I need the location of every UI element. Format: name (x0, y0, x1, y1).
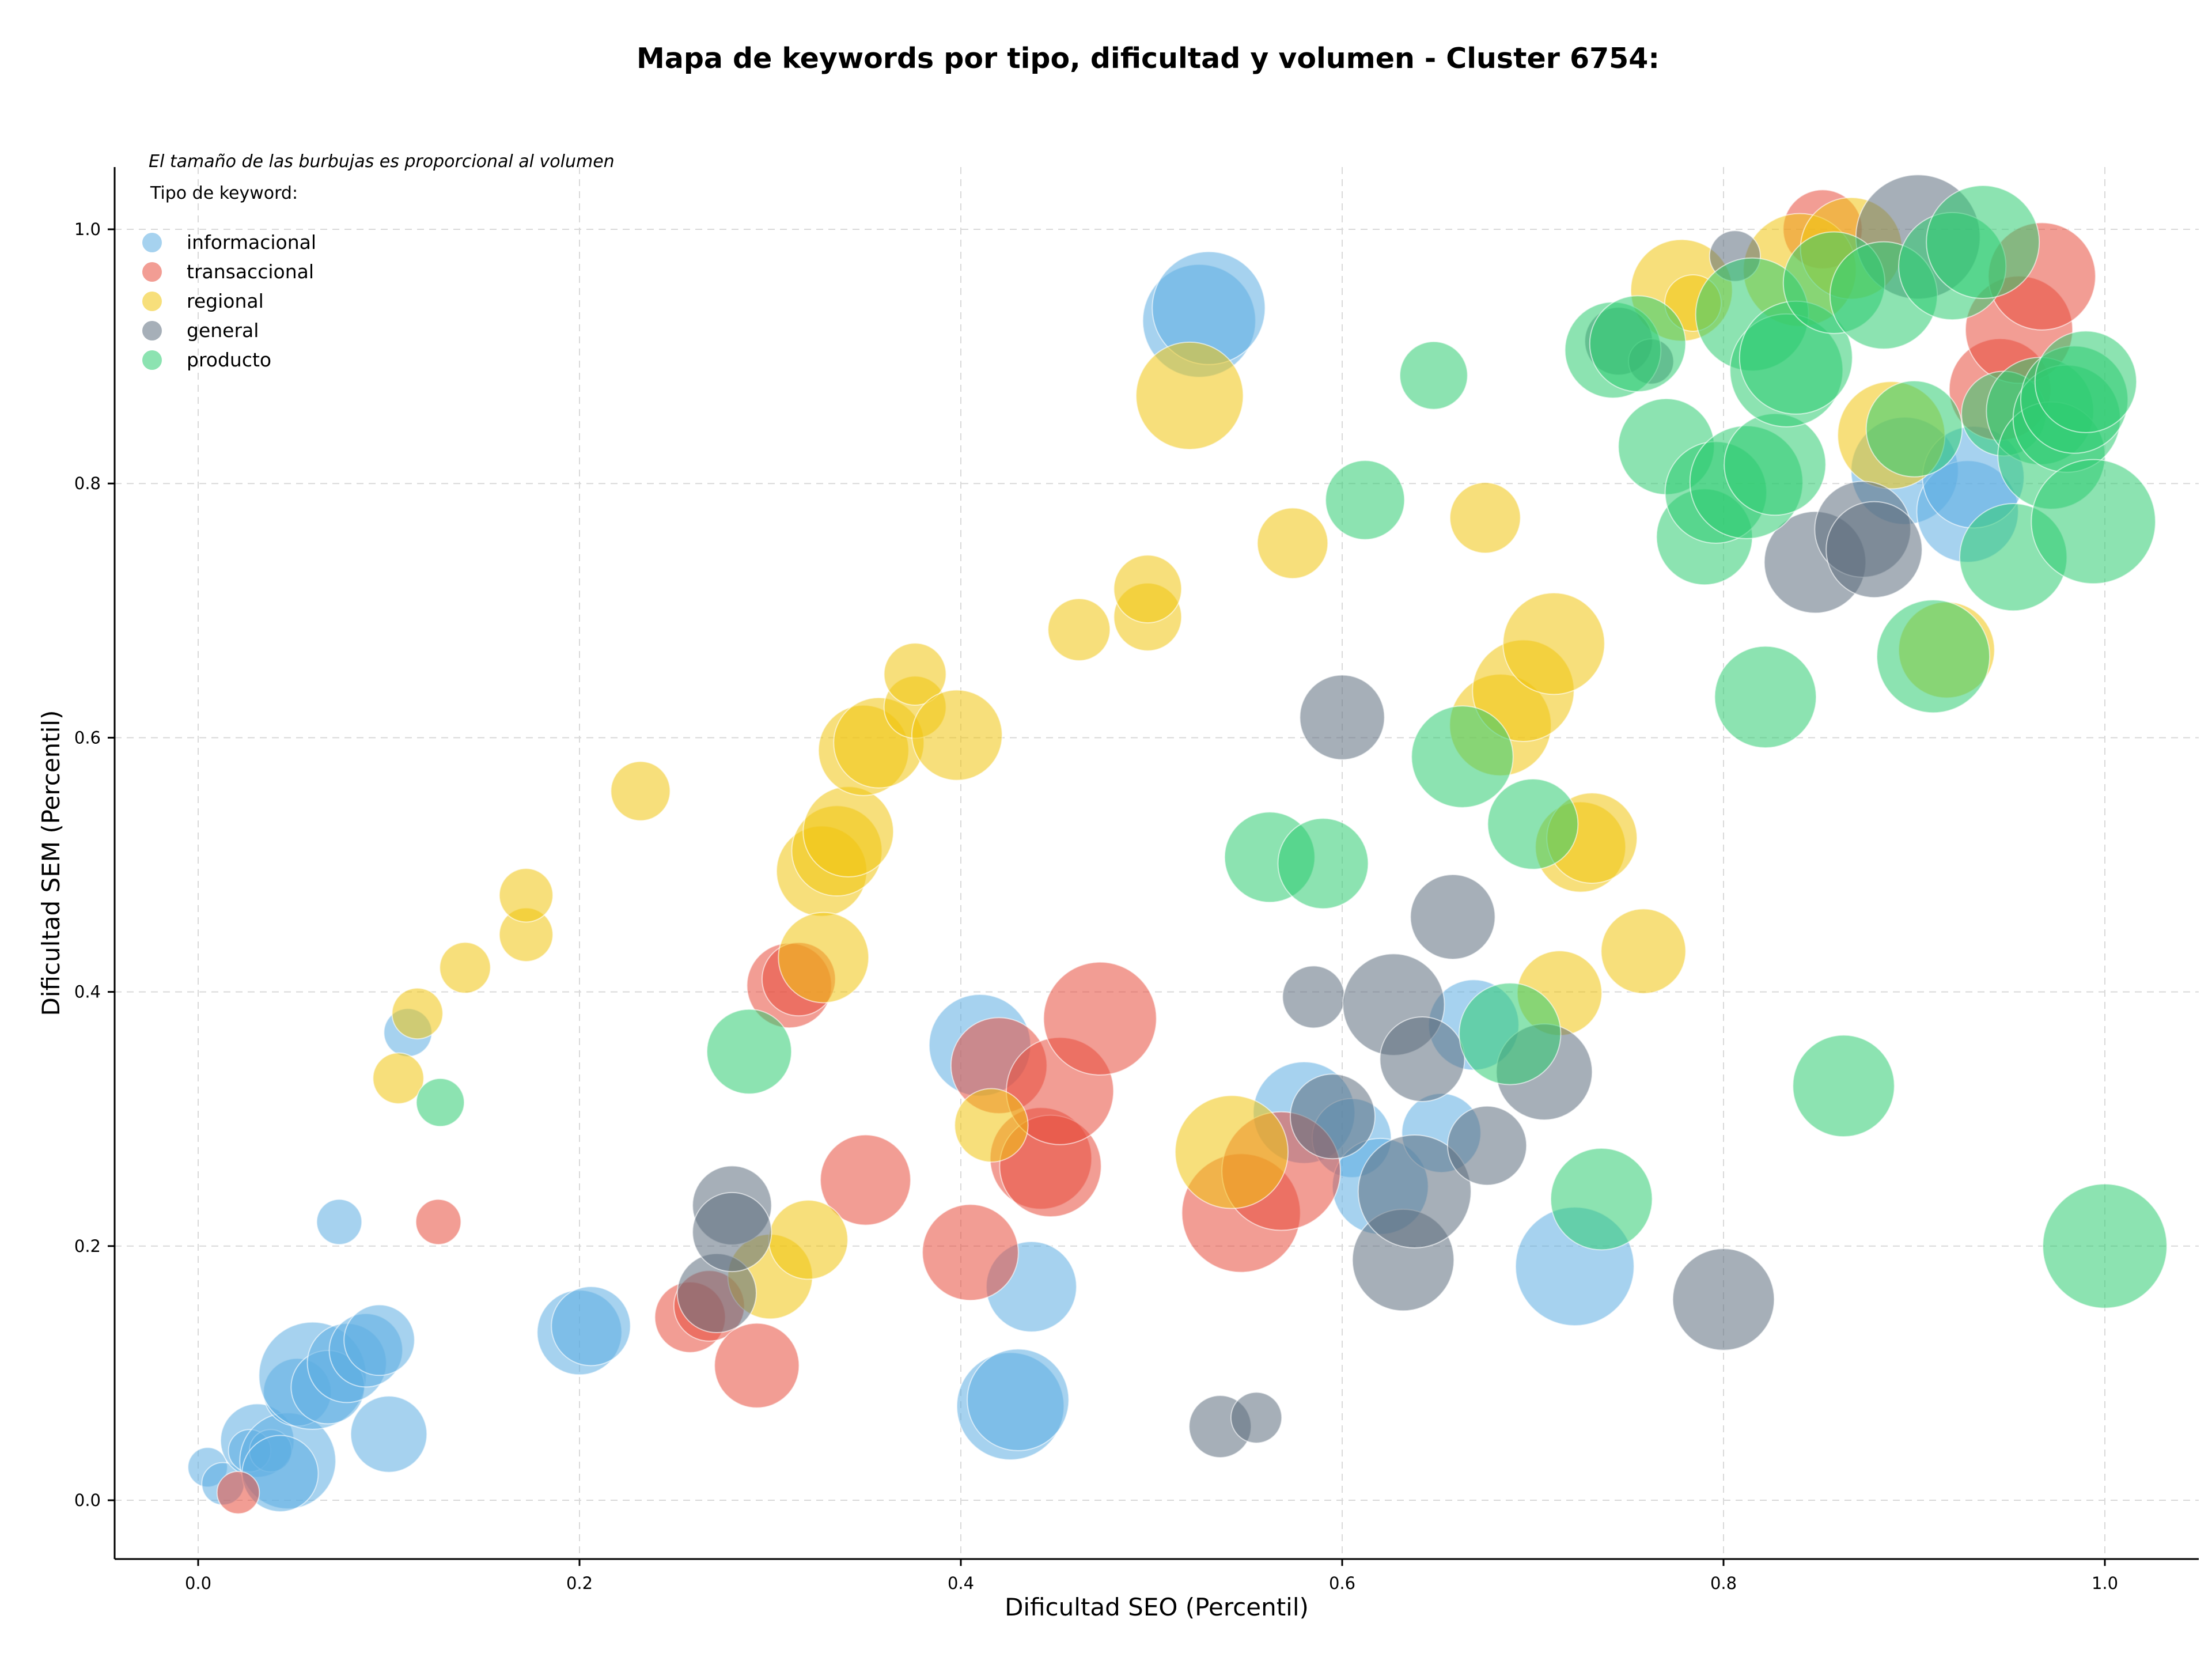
data-point (1256, 507, 1329, 580)
x-tick-label: 0.8 (1710, 1573, 1737, 1593)
y-tick-label: 0.0 (74, 1490, 101, 1510)
legend-label-general: general (187, 319, 259, 342)
data-point (768, 1200, 849, 1280)
data-point (778, 911, 870, 1004)
y-axis-label: Dificultad SEM (Percentil) (37, 710, 65, 1016)
x-tick-label: 1.0 (2092, 1573, 2118, 1593)
data-point (415, 1077, 465, 1127)
data-point (1714, 645, 1817, 749)
data-point (391, 987, 444, 1040)
legend-marker-producto (142, 350, 162, 370)
data-point (714, 1322, 800, 1409)
y-tick-label: 0.4 (74, 982, 101, 1002)
data-point (1043, 961, 1157, 1076)
x-tick-label: 0.4 (948, 1573, 974, 1593)
data-point (820, 1134, 911, 1226)
data-point (1502, 592, 1605, 695)
series-producto (415, 185, 2168, 1309)
data-point (1446, 1105, 1528, 1186)
data-point (1299, 674, 1385, 760)
data-point (372, 1052, 425, 1104)
data-point (1047, 597, 1111, 661)
legend-label-regional: regional (187, 290, 264, 312)
data-point (1459, 982, 1562, 1085)
bubble-size-note: El tamaño de las burbujas es proporciona… (149, 152, 615, 172)
data-point (1487, 778, 1579, 870)
data-point (1411, 705, 1514, 808)
data-point (1792, 1034, 1895, 1138)
x-tick-label: 0.6 (1329, 1573, 1355, 1593)
data-point (1724, 413, 1827, 516)
data-point (2031, 459, 2156, 585)
data-point (1672, 1248, 1775, 1351)
data-point (706, 1008, 793, 1095)
data-point (551, 1286, 631, 1367)
y-tick-label: 0.8 (74, 474, 101, 493)
data-point (954, 1088, 1029, 1163)
data-point (1113, 554, 1183, 624)
data-point (1550, 1147, 1653, 1251)
legend-label-informacional: informacional (187, 231, 316, 253)
axis-ticks: 0.0 0.2 0.4 0.6 0.8 1.0 0.0 0.2 0.4 0.6 0.8 1.0 (74, 220, 2118, 1593)
legend-marker-regional (142, 292, 162, 311)
data-point (1410, 873, 1496, 960)
data-point (911, 689, 1003, 781)
data-point (883, 642, 947, 706)
grid-lines (115, 167, 2199, 1559)
data-point (1135, 341, 1244, 451)
y-tick-label: 0.2 (74, 1236, 101, 1256)
data-point (439, 941, 491, 994)
data-point (1230, 1391, 1283, 1444)
legend-marker-general (142, 321, 162, 340)
data-point (1865, 380, 1963, 478)
data-point (1282, 965, 1346, 1029)
x-axis-label: Dificultad SEO (Percentil) (1005, 1593, 1309, 1621)
data-point (1825, 501, 1923, 599)
data-point (1449, 482, 1521, 554)
data-point (610, 760, 671, 822)
data-point (216, 1471, 260, 1515)
data-point (498, 868, 554, 923)
data-point (802, 786, 895, 878)
data-point (2034, 330, 2138, 433)
data-point (350, 1395, 428, 1473)
data-point (1926, 185, 2040, 300)
data-point (343, 1304, 415, 1376)
data-point (1325, 460, 1406, 540)
data-point (922, 1204, 1019, 1301)
data-point (415, 1198, 462, 1246)
data-point (1277, 818, 1369, 910)
data-point (316, 1198, 363, 1246)
legend-label-producto: producto (187, 349, 271, 371)
data-point (692, 1191, 772, 1273)
data-point (1600, 908, 1687, 994)
series-regional (372, 196, 1995, 1320)
data-point (1876, 599, 1991, 714)
legend-marker-transaccional (142, 262, 162, 282)
chart-title: Mapa de keywords por tipo, dificultad y … (637, 42, 1660, 75)
x-tick-label: 0.0 (185, 1573, 211, 1593)
data-points (187, 174, 2168, 1515)
legend-title: Tipo de keyword: (150, 183, 298, 203)
data-point (1175, 1095, 1289, 1209)
legend: informacional transaccional regional genera… (142, 231, 316, 371)
x-tick-label: 0.2 (566, 1573, 593, 1593)
y-tick-label: 1.0 (74, 220, 101, 239)
data-point (967, 1348, 1070, 1451)
legend-label-transaccional: transaccional (187, 260, 314, 283)
data-point (2042, 1183, 2168, 1309)
data-point (1357, 1134, 1472, 1248)
data-point (1589, 295, 1687, 392)
data-point (1379, 1016, 1465, 1103)
axes (113, 167, 2199, 1560)
legend-marker-informacional (142, 233, 162, 252)
y-tick-label: 0.6 (74, 728, 101, 747)
data-point (1399, 340, 1468, 410)
data-point (1289, 1073, 1376, 1160)
